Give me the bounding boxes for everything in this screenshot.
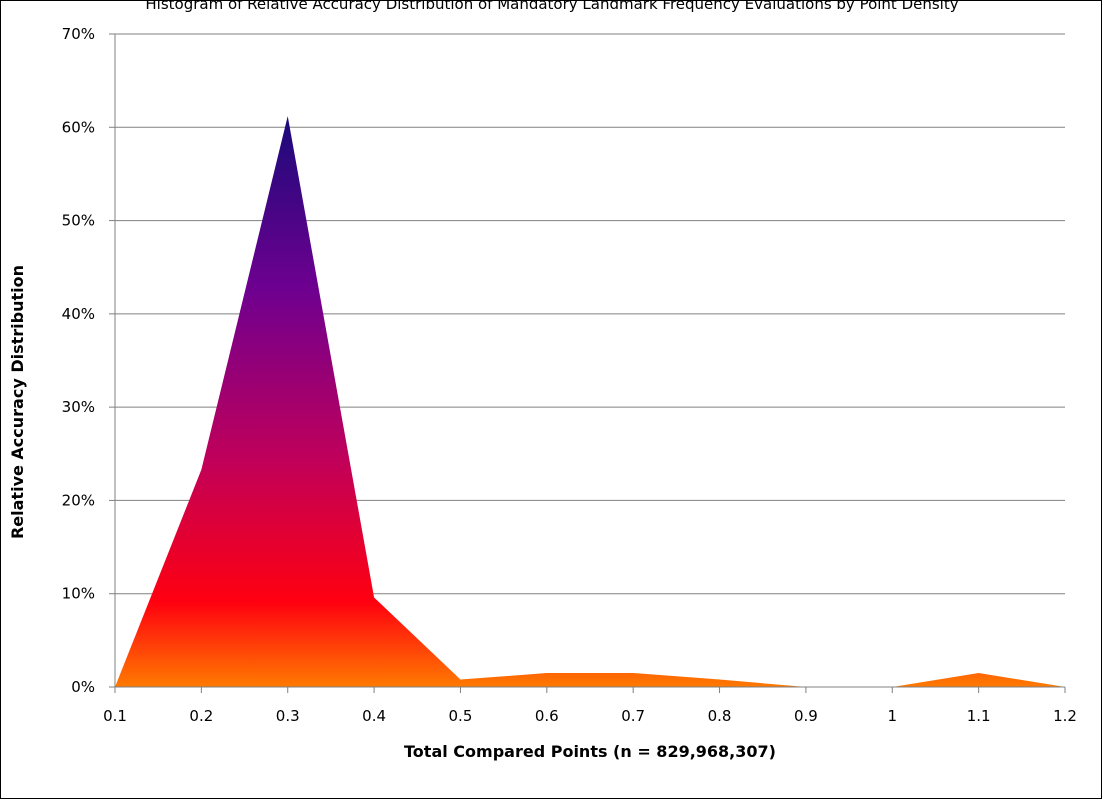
chart-top-caption: Histogram of Relative Accuracy Distribut…: [145, 1, 958, 13]
x-tick-label: 0.5: [449, 707, 473, 725]
x-tick-label: 0.8: [708, 707, 732, 725]
y-tick-label: 30%: [62, 398, 95, 416]
y-tick-label: 20%: [62, 491, 95, 509]
area-fill: [115, 116, 1065, 687]
x-tick-label: 0.7: [621, 707, 645, 725]
y-tick-label: 10%: [62, 585, 95, 603]
x-tick-label: 0.6: [535, 707, 559, 725]
x-tick-label: 1: [887, 707, 897, 725]
x-tick-label: 0.9: [794, 707, 818, 725]
x-tick-label: 1.2: [1053, 707, 1077, 725]
x-tick-labels: 0.1 0.2 0.3 0.4 0.5 0.6 0.7 0.8 0.9 1 1.1 1.2: [103, 707, 1077, 725]
y-tick-label: 0%: [71, 678, 95, 696]
x-tick-label: 0.3: [276, 707, 300, 725]
x-tick-label: 1.1: [967, 707, 991, 725]
axes: [109, 33, 1066, 693]
y-tick-label: 60%: [62, 118, 95, 136]
x-tick-label: 0.2: [189, 707, 213, 725]
y-axis-title: Relative Accuracy Distribution: [8, 265, 27, 539]
y-tick-label: 70%: [62, 25, 95, 43]
y-tick-label: 40%: [62, 305, 95, 323]
x-tick-label: 0.1: [103, 707, 127, 725]
x-tick-label: 0.4: [362, 707, 386, 725]
x-axis-title: Total Compared Points (n = 829,968,307): [404, 742, 776, 761]
area-series: [115, 116, 1065, 687]
y-tick-labels: 0% 10% 20% 30% 40% 50% 60% 70%: [62, 25, 95, 696]
y-tick-label: 50%: [62, 212, 95, 230]
